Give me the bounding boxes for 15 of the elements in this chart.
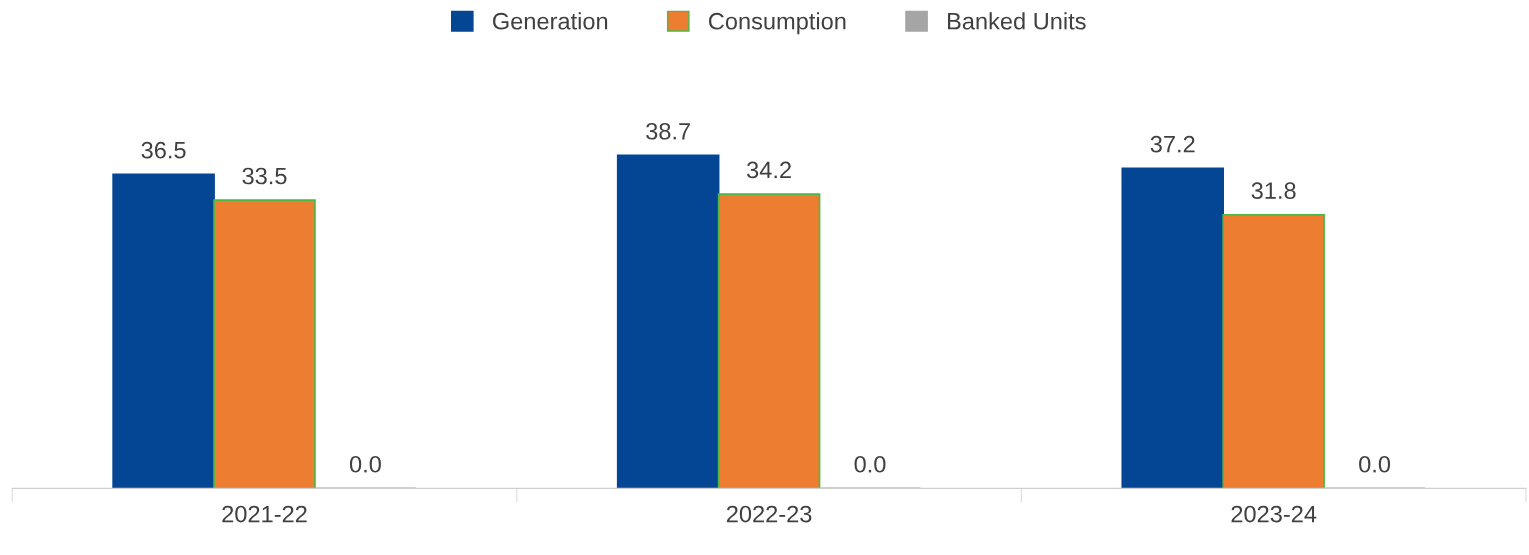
data-label: 36.5: [141, 141, 186, 159]
legend-label: Generation: [493, 12, 608, 30]
x-tick-label: 2022-23: [726, 505, 812, 523]
data-label: 33.5: [242, 167, 287, 185]
data-label: 34.2: [747, 161, 791, 179]
data-label: 37.2: [1150, 135, 1195, 153]
data-label: 38.7: [646, 122, 690, 140]
data-label: 0.0: [349, 455, 381, 473]
x-tick-label: 2021-22: [222, 505, 307, 523]
data-label: 31.8: [1251, 182, 1296, 199]
data-label: 0.0: [854, 455, 886, 473]
legend-label: Banked Units: [948, 12, 1086, 30]
legend-label: Consumption: [708, 12, 846, 35]
data-label: 0.0: [1359, 455, 1391, 473]
x-tick-label: 2023-24: [1231, 505, 1317, 523]
